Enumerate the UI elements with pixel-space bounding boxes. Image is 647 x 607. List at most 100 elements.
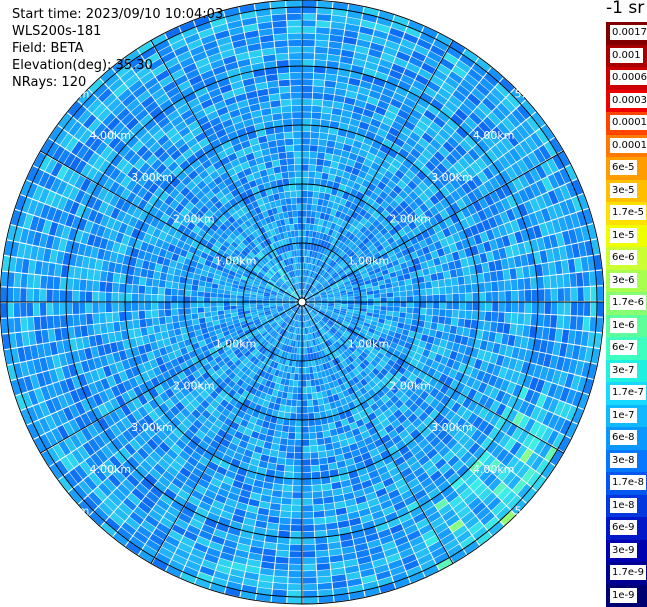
range-gate-cell [310, 287, 315, 293]
range-gate-cell [503, 269, 511, 280]
range-gate-cell [302, 256, 305, 263]
range-gate-cell [383, 273, 391, 280]
range-gate-cell [423, 86, 437, 98]
range-gate-cell [488, 427, 500, 440]
range-gate-cell [352, 228, 360, 236]
range-gate-cell [200, 345, 209, 353]
range-gate-cell [400, 262, 408, 270]
range-gate-cell [353, 413, 362, 422]
range-gate-cell [403, 97, 416, 109]
range-gate-cell [354, 357, 362, 365]
range-gate-cell [225, 317, 233, 323]
range-gate-cell [176, 412, 186, 423]
range-gate-cell [144, 166, 156, 179]
range-gate-cell [329, 121, 340, 129]
range-gate-cell [535, 128, 549, 144]
range-gate-cell [563, 315, 571, 330]
range-gate-cell [347, 124, 358, 134]
range-gate-cell [335, 357, 341, 364]
range-gate-cell [129, 511, 144, 525]
range-gate-cell [268, 422, 277, 430]
range-gate-cell [419, 380, 429, 390]
range-gate-cell [148, 183, 159, 194]
range-gate-cell [140, 478, 154, 491]
range-gate-cell [187, 456, 199, 467]
range-gate-cell [484, 311, 492, 322]
range-gate-cell [68, 419, 81, 433]
range-gate-cell [244, 477, 255, 486]
range-gate-cell [195, 200, 205, 210]
range-gate-cell [234, 430, 244, 440]
range-gate-cell [450, 190, 461, 202]
range-gate-cell [289, 299, 296, 301]
range-gate-cell [436, 272, 445, 280]
range-gate-cell [309, 320, 313, 326]
range-gate-cell [270, 416, 278, 424]
range-gate-cell [177, 423, 188, 434]
range-gate-cell [185, 284, 192, 291]
range-gate-cell [424, 209, 434, 220]
range-gate-cell [82, 148, 95, 163]
range-gate-cell [479, 468, 492, 482]
range-gate-cell [63, 198, 74, 213]
range-gate-cell [210, 297, 217, 302]
range-gate-cell [240, 530, 253, 540]
range-gate-cell [193, 273, 201, 281]
range-gate-cell [308, 327, 312, 334]
range-gate-cell [495, 82, 510, 97]
range-gate-cell [458, 157, 470, 170]
range-gate-cell [416, 422, 427, 433]
range-gate-cell [425, 358, 434, 367]
range-gate-cell [94, 380, 105, 393]
range-gate-cell [591, 348, 600, 364]
range-gate-cell [492, 342, 501, 354]
range-gate-cell [483, 116, 497, 130]
range-gate-cell [316, 314, 322, 320]
range-gate-cell [491, 312, 499, 322]
range-gate-cell [269, 304, 277, 308]
range-gate-cell [351, 112, 362, 121]
range-gate-cell [309, 373, 315, 380]
range-gate-cell [65, 137, 79, 152]
range-gate-cell [583, 208, 593, 225]
range-gate-cell [282, 330, 288, 337]
range-gate-cell [278, 357, 284, 364]
range-gate-cell [460, 258, 469, 268]
range-gate-cell [220, 276, 227, 282]
range-gate-cell [198, 312, 205, 319]
range-gate-cell [210, 399, 220, 409]
range-gate-cell [371, 348, 379, 356]
range-gate-cell [255, 594, 272, 602]
range-gate-cell [27, 423, 39, 439]
range-gate-cell [326, 529, 339, 537]
range-gate-cell [312, 309, 319, 314]
range-gate-cell [222, 267, 230, 274]
range-gate-cell [576, 316, 584, 331]
range-gate-cell [341, 343, 349, 351]
range-gate-cell [150, 217, 160, 228]
range-gate-cell [278, 370, 284, 378]
range-gate-cell [417, 223, 427, 233]
range-gate-cell [188, 331, 196, 339]
range-gate-cell [294, 291, 299, 297]
range-gate-cell [527, 152, 540, 167]
range-gate-cell [210, 195, 219, 205]
range-gate-cell [316, 338, 321, 345]
range-gate-cell [346, 17, 361, 26]
range-gate-cell [78, 480, 93, 495]
range-gate-cell [463, 227, 473, 238]
range-gate-cell [184, 296, 191, 302]
range-gate-cell [98, 88, 113, 103]
range-gate-cell [271, 331, 278, 338]
range-gate-cell [331, 574, 347, 583]
range-gate-cell [333, 587, 349, 596]
range-gate-cell [397, 322, 405, 329]
range-gate-cell [223, 539, 238, 549]
range-gate-cell [245, 236, 253, 244]
range-gate-cell [498, 312, 505, 323]
range-gate-cell [347, 296, 354, 300]
range-gate-cell [326, 375, 333, 383]
range-gate-cell [449, 40, 466, 54]
range-gate-cell [346, 464, 357, 473]
range-gate-cell [278, 411, 285, 419]
